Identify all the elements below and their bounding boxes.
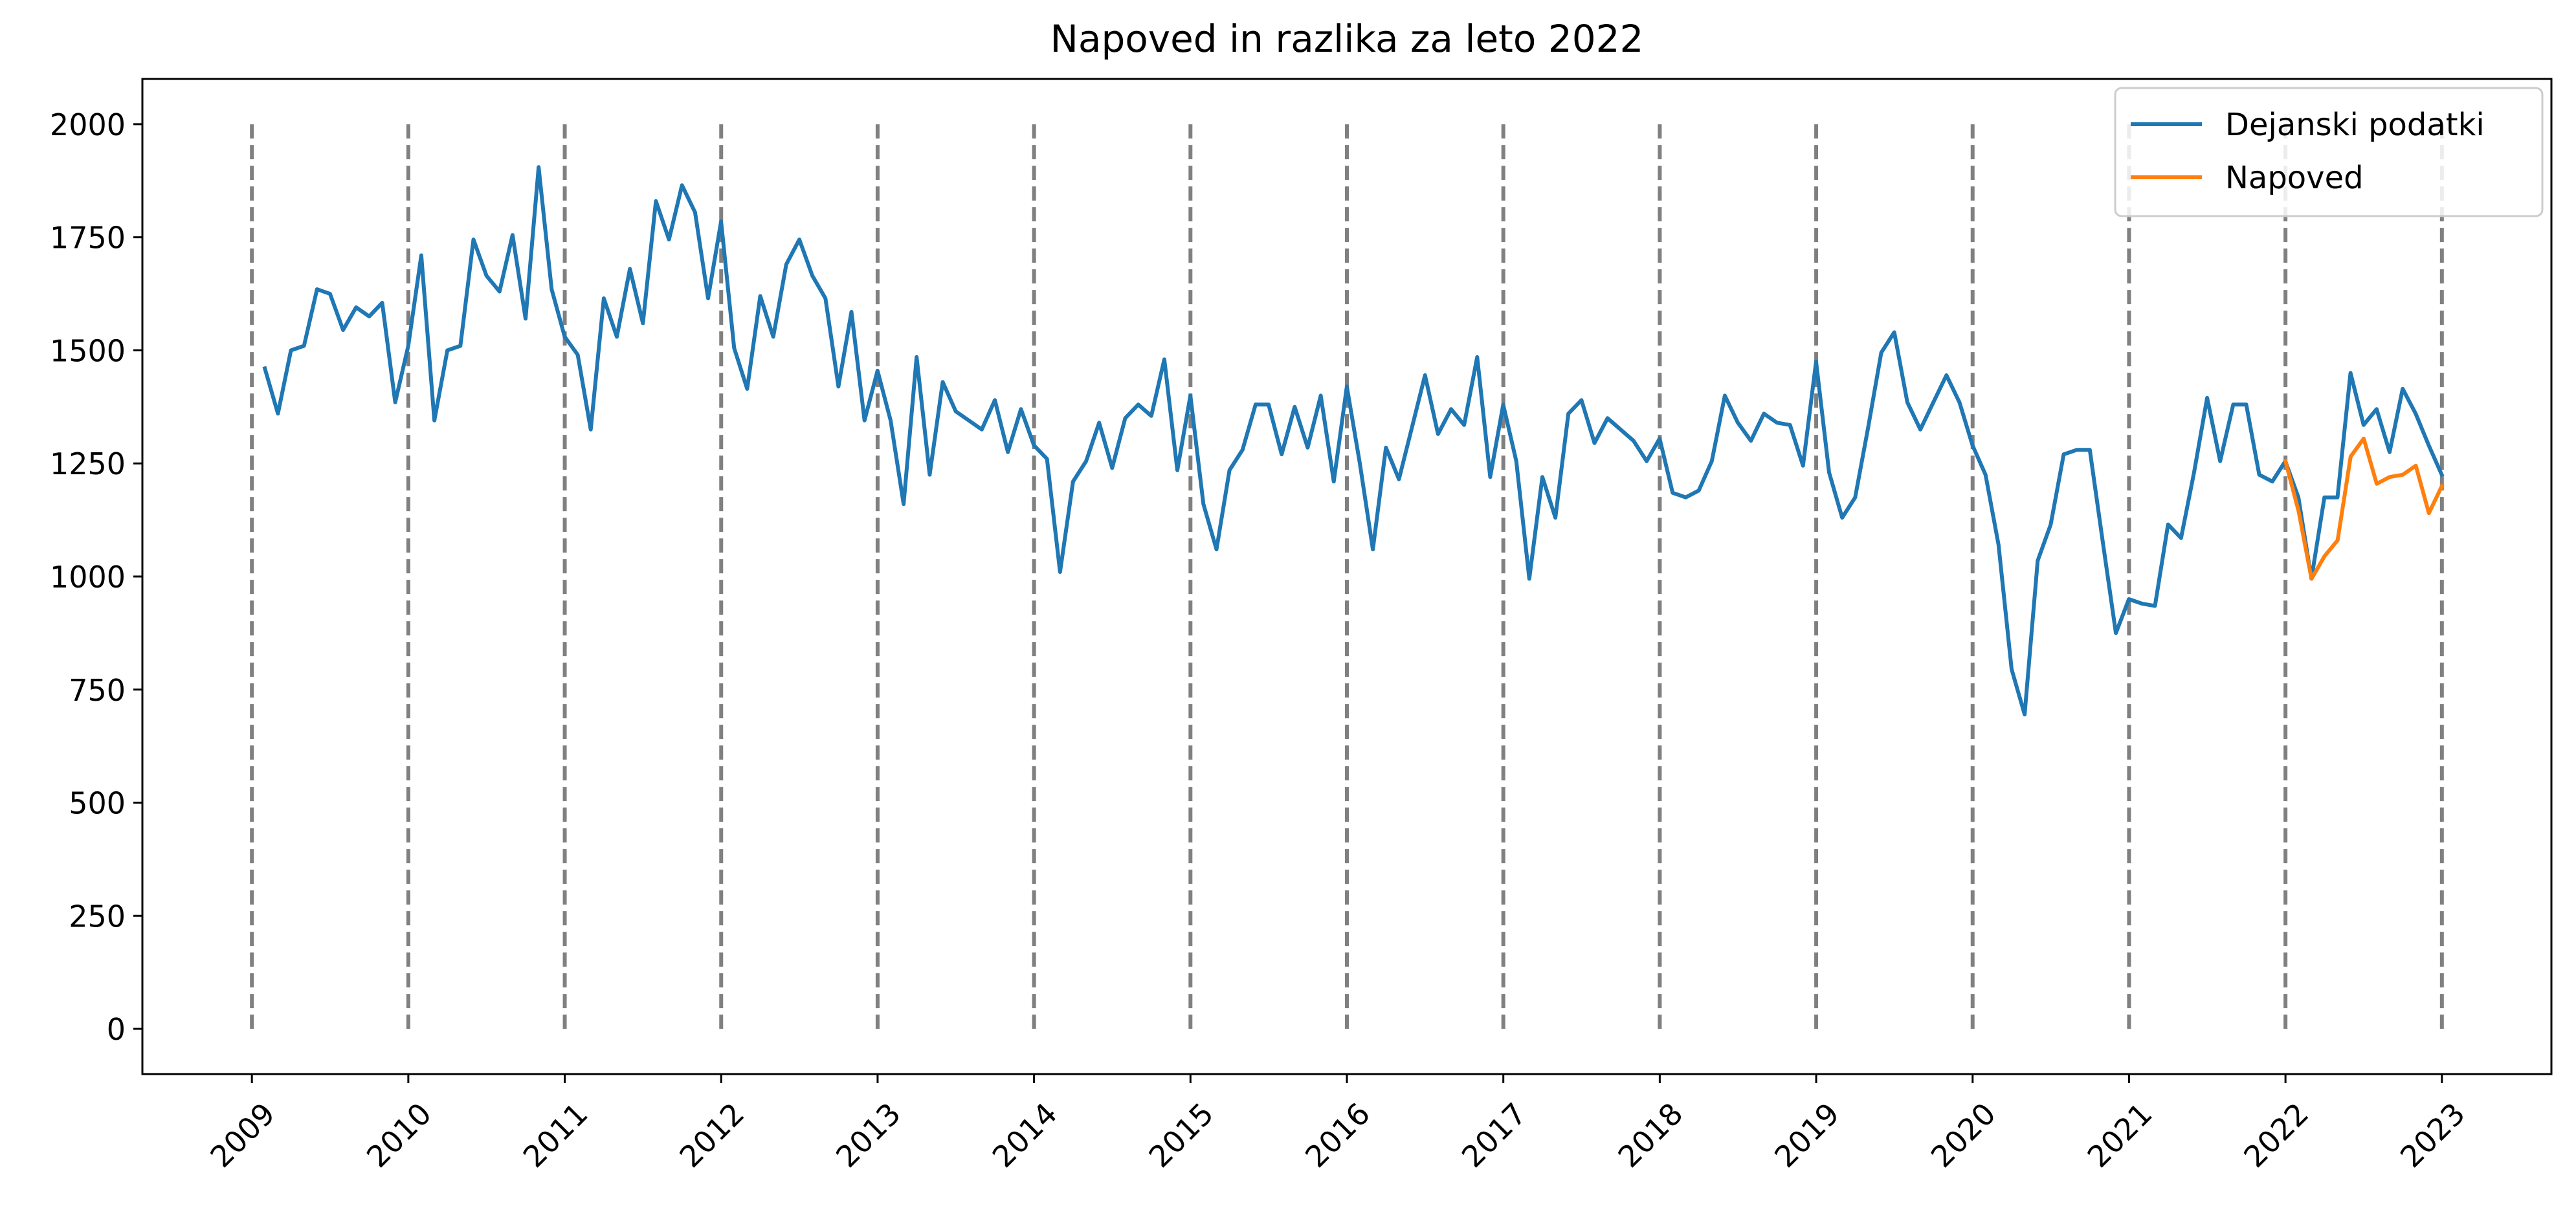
x-tick-label: 2019 — [1768, 1096, 1846, 1174]
x-tick-label: 2010 — [360, 1096, 438, 1174]
legend-label: Dejanski podatki — [2225, 107, 2485, 143]
chart-title: Napoved in razlika za leto 2022 — [1050, 17, 1644, 61]
y-tick-label: 1500 — [50, 333, 126, 368]
x-tick-label: 2009 — [203, 1096, 282, 1174]
x-tick-label: 2015 — [1142, 1096, 1220, 1174]
y-tick-label: 250 — [69, 899, 126, 934]
y-axis: 0 250 500 750 1000 1250 1500 1750 2000 — [50, 107, 142, 1047]
y-tick-label: 1250 — [50, 446, 126, 481]
y-tick-label: 2000 — [50, 107, 126, 142]
y-tick-label: 1750 — [50, 221, 126, 256]
series-lines — [262, 165, 2445, 717]
x-tick-label: 2014 — [986, 1096, 1064, 1174]
y-tick-label: 1000 — [50, 560, 126, 595]
x-tick-label: 2020 — [1924, 1096, 2003, 1174]
x-tick-label: 2022 — [2237, 1096, 2315, 1174]
year-divider-lines — [250, 124, 2444, 1029]
x-axis: 2009 2010 2011 2012 2013 2014 2015 2016 2017 2018… — [203, 1074, 2472, 1174]
x-tick-label: 2012 — [672, 1096, 751, 1174]
x-tick-label: 2016 — [1298, 1096, 1377, 1174]
x-tick-label: 2017 — [1455, 1096, 1533, 1174]
y-tick-label: 0 — [107, 1012, 126, 1047]
series-line-forecast — [2283, 436, 2445, 581]
legend: Dejanski podatki Napoved — [2114, 87, 2544, 217]
x-tick-label: 2011 — [516, 1096, 595, 1174]
x-tick-label: 2021 — [2081, 1096, 2159, 1174]
legend-box — [2114, 87, 2544, 217]
x-tick-label: 2023 — [2393, 1096, 2472, 1174]
x-tick-label: 2013 — [829, 1096, 907, 1174]
series-line-actual — [262, 165, 2445, 717]
y-tick-label: 750 — [69, 673, 126, 708]
x-tick-label: 2018 — [1612, 1096, 1690, 1174]
legend-label: Napoved — [2225, 160, 2364, 196]
y-tick-label: 500 — [69, 786, 126, 821]
